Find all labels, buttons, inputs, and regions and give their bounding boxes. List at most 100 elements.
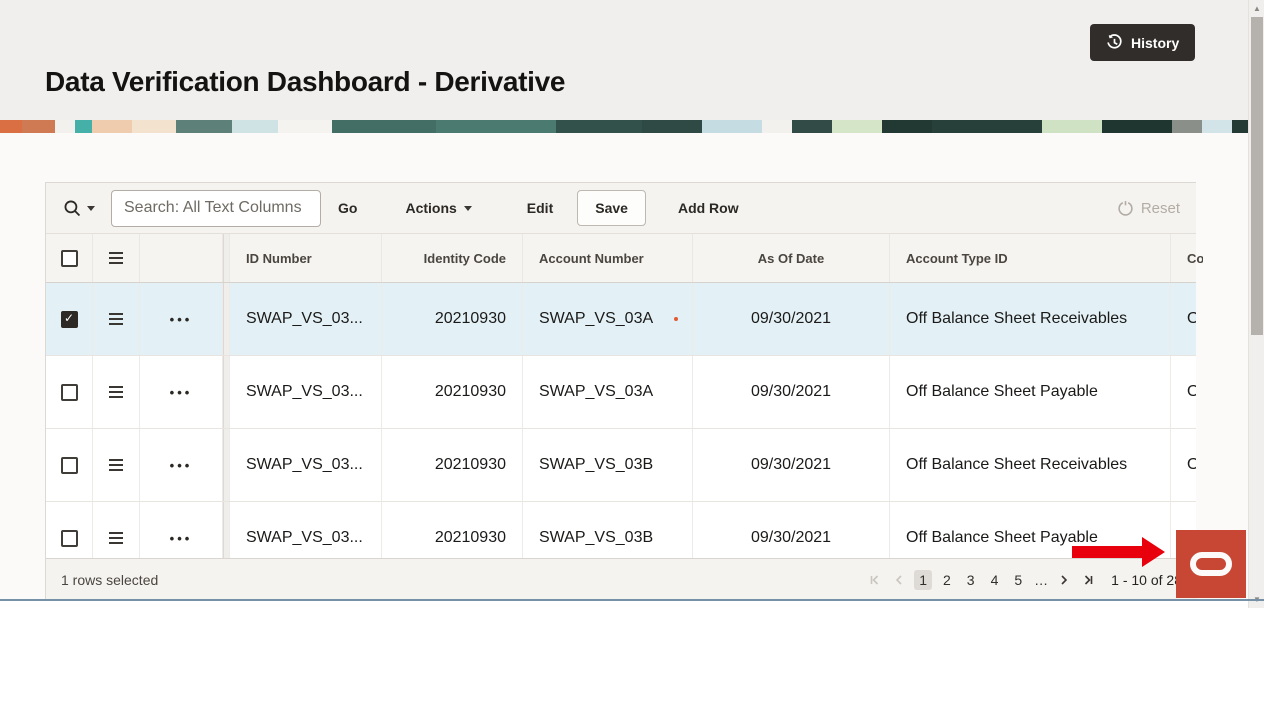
row-checkbox[interactable]	[60, 529, 78, 547]
page-number-4[interactable]: 4	[990, 572, 999, 588]
cell-account-type-id[interactable]: Off Balance Sheet Payable	[890, 356, 1171, 428]
scroll-up-arrow-icon[interactable]: ▲	[1253, 3, 1261, 13]
hamburger-icon	[109, 459, 123, 471]
row-range-label: 1 - 10 of 28	[1111, 572, 1182, 588]
cell-id-number[interactable]: SWAP_VS_03...	[230, 283, 382, 355]
column-header-account-type-id[interactable]: Account Type ID	[890, 234, 1171, 282]
grid-footer: 1 rows selected 1 2	[46, 558, 1197, 601]
cell-account-number[interactable]: SWAP_VS_03A	[523, 356, 693, 428]
page-number-5[interactable]: 5	[1014, 572, 1023, 588]
oracle-logo	[1176, 530, 1246, 598]
chevron-left-icon	[896, 575, 902, 585]
cell-identity-code[interactable]: 20210930	[382, 429, 523, 501]
column-header-account-number[interactable]: Account Number	[523, 234, 693, 282]
actions-label: Actions	[405, 200, 457, 216]
previous-page-button[interactable]	[890, 569, 908, 591]
frozen-column-divider	[223, 429, 230, 501]
cell-account-type-id[interactable]: Off Balance Sheet Receivables	[890, 429, 1171, 501]
row-menu-cell[interactable]	[93, 502, 140, 559]
last-page-button[interactable]	[1079, 569, 1097, 591]
scrollbar-thumb[interactable]	[1251, 17, 1263, 335]
actions-button[interactable]: Actions	[405, 200, 472, 216]
row-actions-cell[interactable]: •••	[140, 502, 223, 559]
row-menu-cell[interactable]	[93, 356, 140, 428]
vertical-scrollbar[interactable]: ▲ ▼	[1248, 0, 1264, 608]
page-title: Data Verification Dashboard - Derivative	[45, 66, 566, 97]
row-select-cell: ✓	[46, 283, 93, 355]
interactive-grid: Go Actions Edit Save Add Row Reset	[45, 182, 1203, 601]
table-row: ••• SWAP_VS_03... 20210930 SWAP_VS_03B 0…	[46, 429, 1196, 502]
cell-id-number[interactable]: SWAP_VS_03...	[230, 429, 382, 501]
cell-identity-code[interactable]: 20210930	[382, 356, 523, 428]
select-all-cell	[46, 234, 93, 282]
history-label: History	[1131, 34, 1180, 51]
table-row: ••• SWAP_VS_03... 20210930 SWAP_VS_03A 0…	[46, 356, 1196, 429]
cell-account-number[interactable]: SWAP_VS_03B	[523, 429, 693, 501]
column-header-as-of-date[interactable]: As Of Date	[693, 234, 890, 282]
oracle-o-icon	[1190, 552, 1232, 576]
row-menu-icon: •••	[169, 384, 193, 400]
row-menu-cell[interactable]	[93, 283, 140, 355]
select-all-checkbox[interactable]	[60, 249, 78, 267]
cell-identity-code[interactable]: 20210930	[382, 502, 523, 559]
cell-identity-code[interactable]: 20210930	[382, 283, 523, 355]
grid-header-row: ID Number Identity Code Account Number A…	[46, 234, 1203, 283]
row-select-cell	[46, 429, 93, 501]
page-number-1[interactable]: 1	[914, 570, 932, 590]
history-button[interactable]: History	[1090, 24, 1196, 61]
header-menu-cell[interactable]	[93, 234, 140, 282]
next-page-button[interactable]	[1055, 569, 1073, 591]
page-number-2[interactable]: 2	[942, 572, 951, 588]
hamburger-icon	[109, 252, 123, 264]
frozen-column-divider	[223, 283, 230, 355]
cell-as-of-date[interactable]: 09/30/2021	[693, 356, 890, 428]
page-number-3[interactable]: 3	[966, 572, 975, 588]
cell-account-number[interactable]: SWAP_VS_03B	[523, 502, 693, 559]
cell-co[interactable]: Of	[1187, 310, 1196, 327]
hamburger-icon	[109, 386, 123, 398]
row-menu-icon: •••	[169, 530, 193, 546]
history-icon	[1107, 34, 1122, 49]
edit-button[interactable]: Edit	[526, 200, 554, 216]
cell-account-number[interactable]: SWAP_VS_03A	[523, 283, 693, 355]
table-row: ✓ ••• SWAP_VS_03... 20210930 SWAP_VS_03A…	[46, 283, 1196, 356]
cell-co[interactable]: Of	[1187, 456, 1196, 473]
column-header-identity-code[interactable]: Identity Code	[382, 234, 523, 282]
cell-co[interactable]: Of	[1187, 383, 1196, 400]
cell-as-of-date[interactable]: 09/30/2021	[693, 283, 890, 355]
add-row-button[interactable]: Add Row	[677, 200, 739, 216]
changed-indicator-dot	[674, 317, 678, 321]
row-select-cell	[46, 356, 93, 428]
column-header-co[interactable]: Co	[1187, 250, 1203, 266]
reset-button[interactable]: Reset	[1117, 200, 1180, 217]
column-header-id-number[interactable]: ID Number	[230, 234, 382, 282]
row-select-cell	[46, 502, 93, 559]
search-icon	[64, 200, 81, 216]
row-checkbox[interactable]: ✓	[60, 310, 78, 328]
row-checkbox[interactable]	[60, 383, 78, 401]
row-checkbox[interactable]	[60, 456, 78, 474]
annotation-arrow-icon	[1072, 537, 1165, 567]
cell-as-of-date[interactable]: 09/30/2021	[693, 502, 890, 559]
caret-down-icon	[463, 205, 472, 211]
table-row: ••• SWAP_VS_03... 20210930 SWAP_VS_03B 0…	[46, 502, 1196, 559]
cell-account-type-id[interactable]: Off Balance Sheet Payable	[890, 502, 1171, 559]
cell-id-number[interactable]: SWAP_VS_03...	[230, 356, 382, 428]
cell-id-number[interactable]: SWAP_VS_03...	[230, 502, 382, 559]
cell-account-type-id[interactable]: Off Balance Sheet Receivables	[890, 283, 1171, 355]
search-input[interactable]	[111, 189, 321, 227]
save-button[interactable]: Save	[577, 190, 646, 226]
cell-as-of-date[interactable]: 09/30/2021	[693, 429, 890, 501]
hamburger-icon	[109, 532, 123, 544]
row-actions-cell[interactable]: •••	[140, 283, 223, 355]
row-actions-cell[interactable]: •••	[140, 429, 223, 501]
go-button[interactable]: Go	[338, 200, 358, 216]
decorative-banner	[0, 120, 1264, 133]
hamburger-icon	[109, 313, 123, 325]
page-ellipsis: …	[1034, 572, 1049, 588]
row-menu-cell[interactable]	[93, 429, 140, 501]
search-column-selector[interactable]	[63, 199, 95, 218]
row-actions-cell[interactable]: •••	[140, 356, 223, 428]
first-page-button[interactable]	[866, 569, 884, 591]
